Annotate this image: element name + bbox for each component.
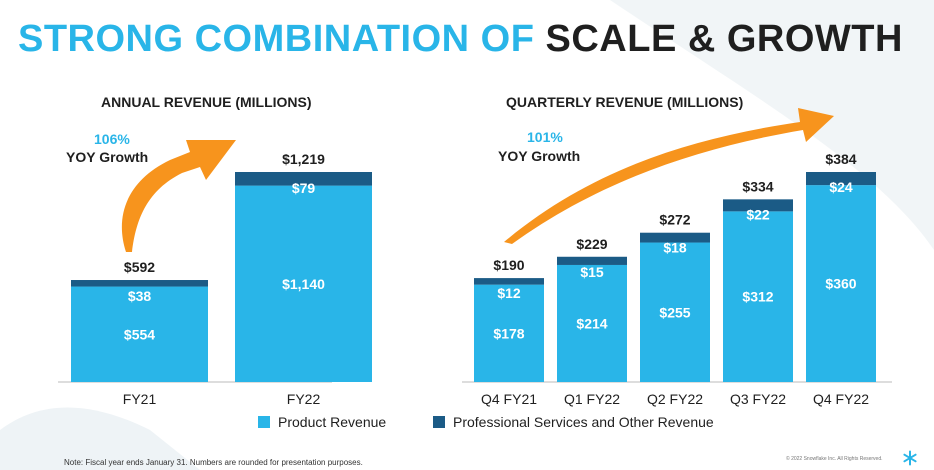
legend-services-swatch: [433, 416, 445, 428]
annual-category-1: FY22: [287, 391, 321, 407]
quarterly-label-product-2: $255: [659, 304, 690, 320]
annual-label-product-1: $1,140: [282, 276, 325, 292]
quarterly-label-product-0: $178: [493, 325, 524, 341]
quarterly-label-services-2: $18: [663, 240, 687, 256]
legend-services-label: Professional Services and Other Revenue: [453, 414, 714, 430]
quarterly-label-services-4: $24: [829, 179, 853, 195]
quarterly-label-total-0: $190: [493, 257, 524, 273]
annual-label-services-0: $38: [128, 288, 152, 304]
annual-growth-pct: 106%: [94, 131, 130, 147]
annual-label-total-1: $1,219: [282, 151, 325, 167]
annual-bar-product-1: [235, 185, 372, 382]
title-part-2: SCALE & GROWTH: [545, 18, 903, 60]
quarterly-label-total-4: $384: [825, 151, 856, 167]
footnote: Note: Fiscal year ends January 31. Numbe…: [64, 458, 363, 467]
bg-swoosh-bottom-left: [0, 407, 200, 470]
quarterly-bar-product-2: [640, 242, 710, 382]
quarterly-label-product-3: $312: [742, 289, 773, 305]
annual-growth-label: YOY Growth: [66, 149, 149, 165]
annual-category-0: FY21: [123, 391, 157, 407]
legend-product: Product Revenue: [258, 414, 386, 430]
quarterly-bar-product-4: [806, 185, 876, 382]
quarterly-label-product-4: $360: [825, 276, 856, 292]
quarterly-chart-title: QUARTERLY REVENUE (MILLIONS): [506, 94, 744, 110]
quarterly-label-services-0: $12: [497, 285, 521, 301]
quarterly-bar-services-3: [723, 199, 793, 212]
quarterly-category-3: Q3 FY22: [730, 391, 786, 407]
page-title: STRONG COMBINATION OF SCALE & GROWTH: [18, 18, 903, 61]
annual-bar-services-1: [235, 172, 372, 186]
quarterly-label-services-1: $15: [580, 264, 604, 280]
snowflake-logo-icon: [903, 450, 917, 466]
legend-product-swatch: [258, 416, 270, 428]
annual-chart-title: ANNUAL REVENUE (MILLIONS): [101, 94, 312, 110]
legend-product-label: Product Revenue: [278, 414, 387, 430]
quarterly-revenue-chart: $178 $12 $190 Q4 FY21 $214 $15 $229 Q1 FY22 $255…: [462, 151, 892, 407]
quarterly-growth-pct: 101%: [527, 129, 563, 145]
quarterly-bar-services-2: [640, 232, 710, 243]
quarterly-category-1: Q1 FY22: [564, 391, 620, 407]
quarterly-growth-arrow: [504, 108, 834, 244]
legend-services: Professional Services and Other Revenue: [433, 414, 714, 430]
quarterly-label-product-1: $214: [576, 315, 607, 331]
quarterly-growth-label: YOY Growth: [498, 148, 581, 164]
quarterly-bar-product-0: [474, 284, 544, 382]
quarterly-bar-services-0: [474, 278, 544, 285]
quarterly-bar-services-4: [806, 172, 876, 186]
title-part-1: STRONG COMBINATION OF: [18, 18, 535, 60]
quarterly-bar-product-3: [723, 211, 793, 382]
annual-bar-services-0: [71, 280, 208, 287]
quarterly-bar-services-1: [557, 256, 627, 265]
quarterly-label-total-2: $272: [659, 212, 690, 228]
annual-label-total-0: $592: [124, 259, 155, 275]
bg-swoosh-top-right: [610, 0, 934, 250]
quarterly-label-total-1: $229: [576, 236, 607, 252]
quarterly-category-2: Q2 FY22: [647, 391, 703, 407]
annual-growth-arrow: [121, 140, 236, 252]
annual-revenue-chart: $554 $38 $592 FY21 $1,140 $79 $1,219 FY22: [58, 151, 372, 407]
annual-label-services-1: $79: [292, 180, 316, 196]
annual-label-product-0: $554: [124, 326, 155, 342]
quarterly-category-0: Q4 FY21: [481, 391, 537, 407]
quarterly-label-services-3: $22: [746, 206, 770, 222]
quarterly-label-total-3: $334: [742, 178, 773, 194]
annual-bar-product-0: [71, 286, 208, 382]
quarterly-bar-product-1: [557, 264, 627, 382]
copyright: © 2022 Snowflake Inc. All Rights Reserve…: [786, 456, 883, 462]
quarterly-category-4: Q4 FY22: [813, 391, 869, 407]
